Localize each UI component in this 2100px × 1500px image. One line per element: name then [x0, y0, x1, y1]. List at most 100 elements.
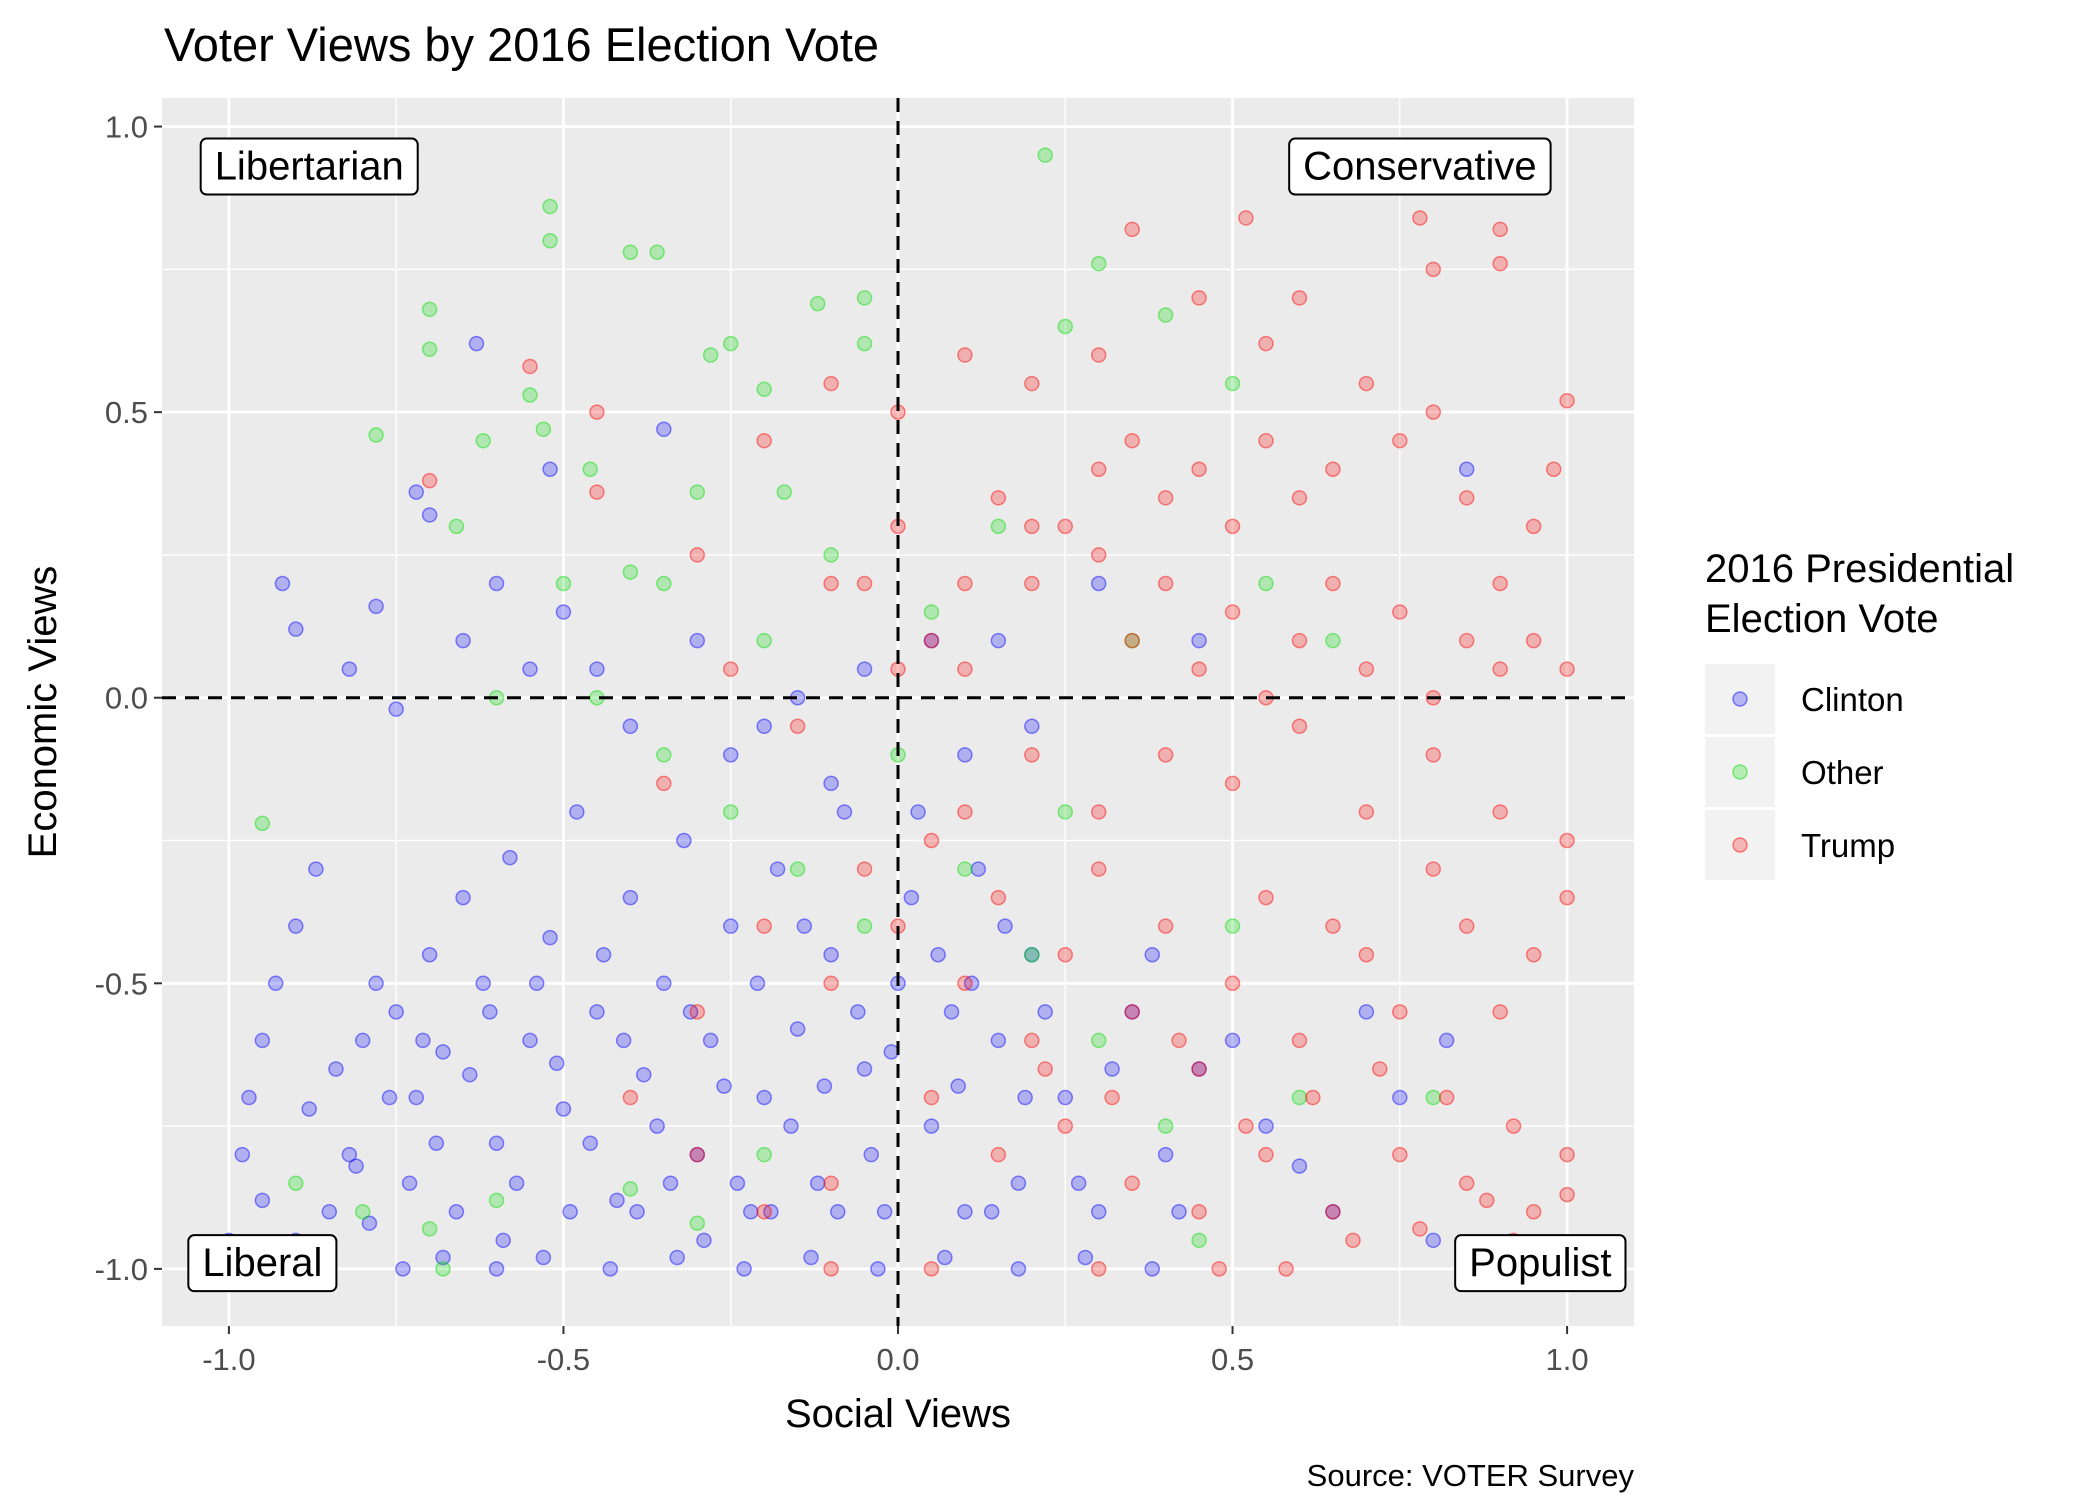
point-trump	[1325, 461, 1341, 478]
point-clinton	[475, 975, 491, 992]
point-other	[421, 1221, 438, 1237]
point-clinton	[1358, 1004, 1375, 1020]
point-clinton	[856, 1061, 873, 1077]
point-clinton	[328, 1061, 344, 1077]
point-clinton	[1392, 1089, 1408, 1106]
point-trump	[1291, 1032, 1308, 1049]
point-clinton	[555, 604, 572, 620]
point-clinton	[622, 718, 639, 735]
point-clinton	[635, 1066, 652, 1083]
point-trump	[1037, 1061, 1053, 1077]
point-clinton	[368, 598, 384, 615]
point-trump	[1371, 1061, 1388, 1077]
point-clinton	[1090, 1204, 1107, 1220]
y-tick-label: -1.0	[95, 1252, 148, 1287]
chart-title: Voter Views by 2016 Election Vote	[164, 18, 879, 71]
point-other	[809, 295, 826, 312]
point-other	[756, 381, 772, 398]
point-clinton	[361, 1215, 378, 1231]
point-clinton	[689, 1146, 706, 1163]
x-tick-label: 1.0	[1546, 1342, 1589, 1377]
point-trump	[756, 1204, 772, 1220]
point-other	[990, 518, 1007, 535]
x-tick-label: -1.0	[202, 1342, 255, 1377]
legend-label-trump: Trump	[1801, 827, 1895, 864]
point-clinton	[341, 1146, 358, 1163]
point-clinton	[716, 1078, 732, 1094]
point-clinton	[488, 1135, 505, 1151]
point-other	[649, 244, 665, 260]
point-trump	[1438, 1089, 1455, 1106]
point-trump	[421, 472, 438, 489]
point-trump	[1392, 604, 1408, 620]
point-trump	[1224, 604, 1241, 620]
point-trump	[1191, 1061, 1207, 1077]
point-clinton	[930, 946, 946, 963]
point-other	[756, 1146, 772, 1163]
point-trump	[1024, 375, 1040, 392]
point-clinton	[455, 889, 471, 906]
chart-caption: Source: VOTER Survey	[1307, 1458, 1635, 1493]
point-clinton	[288, 621, 304, 637]
point-clinton	[1104, 1061, 1120, 1077]
point-trump	[722, 661, 739, 677]
quadrant-label-conservative: Conservative	[1288, 137, 1552, 196]
point-clinton	[455, 632, 471, 649]
point-trump	[1458, 490, 1475, 506]
point-clinton	[401, 1175, 418, 1191]
point-clinton	[789, 1021, 806, 1037]
point-clinton	[1024, 946, 1040, 963]
point-trump	[1024, 1032, 1040, 1049]
point-other	[1090, 1032, 1107, 1049]
point-trump	[1057, 518, 1074, 535]
point-clinton	[1037, 1004, 1053, 1020]
point-trump	[823, 975, 839, 992]
point-trump	[1238, 210, 1254, 226]
point-clinton	[1191, 1061, 1207, 1077]
quadrant-label-text: Liberal	[202, 1241, 322, 1285]
point-clinton	[823, 946, 839, 963]
point-clinton	[943, 1004, 960, 1020]
point-clinton	[957, 1204, 973, 1220]
point-other	[789, 861, 806, 877]
point-clinton	[288, 918, 304, 934]
point-other	[542, 233, 558, 249]
point-clinton	[488, 575, 505, 592]
point-clinton	[883, 1044, 900, 1060]
point-clinton	[910, 804, 926, 820]
point-clinton	[301, 1101, 317, 1117]
point-trump	[589, 484, 605, 500]
point-trump	[856, 575, 873, 592]
point-trump	[1492, 255, 1508, 272]
point-other	[1157, 1118, 1174, 1134]
point-other	[368, 427, 384, 443]
point-clinton	[756, 1089, 772, 1106]
point-trump	[1325, 575, 1341, 592]
legend: 2016 Presidential Election Vote Clinton …	[1705, 547, 2014, 880]
point-clinton	[448, 1204, 465, 1220]
point-clinton	[482, 1004, 498, 1020]
point-clinton	[368, 975, 384, 992]
point-trump	[1458, 918, 1475, 934]
point-other	[1425, 1089, 1442, 1106]
point-trump	[1425, 861, 1442, 877]
point-other	[522, 387, 538, 403]
point-clinton	[923, 632, 940, 649]
point-clinton	[676, 832, 692, 849]
point-clinton	[495, 1232, 511, 1249]
point-clinton	[963, 975, 980, 992]
point-trump	[1525, 946, 1542, 963]
point-trump	[656, 775, 672, 792]
point-trump	[957, 975, 973, 992]
point-clinton	[348, 1158, 364, 1174]
point-clinton	[997, 918, 1013, 934]
point-trump	[1157, 575, 1174, 592]
point-clinton	[1438, 1032, 1455, 1049]
point-clinton	[395, 1261, 411, 1277]
point-trump	[1325, 1204, 1341, 1220]
point-clinton	[267, 975, 284, 992]
point-trump	[1559, 661, 1575, 677]
point-trump	[1124, 632, 1140, 649]
point-trump	[1358, 661, 1375, 677]
point-trump	[1057, 1118, 1074, 1134]
